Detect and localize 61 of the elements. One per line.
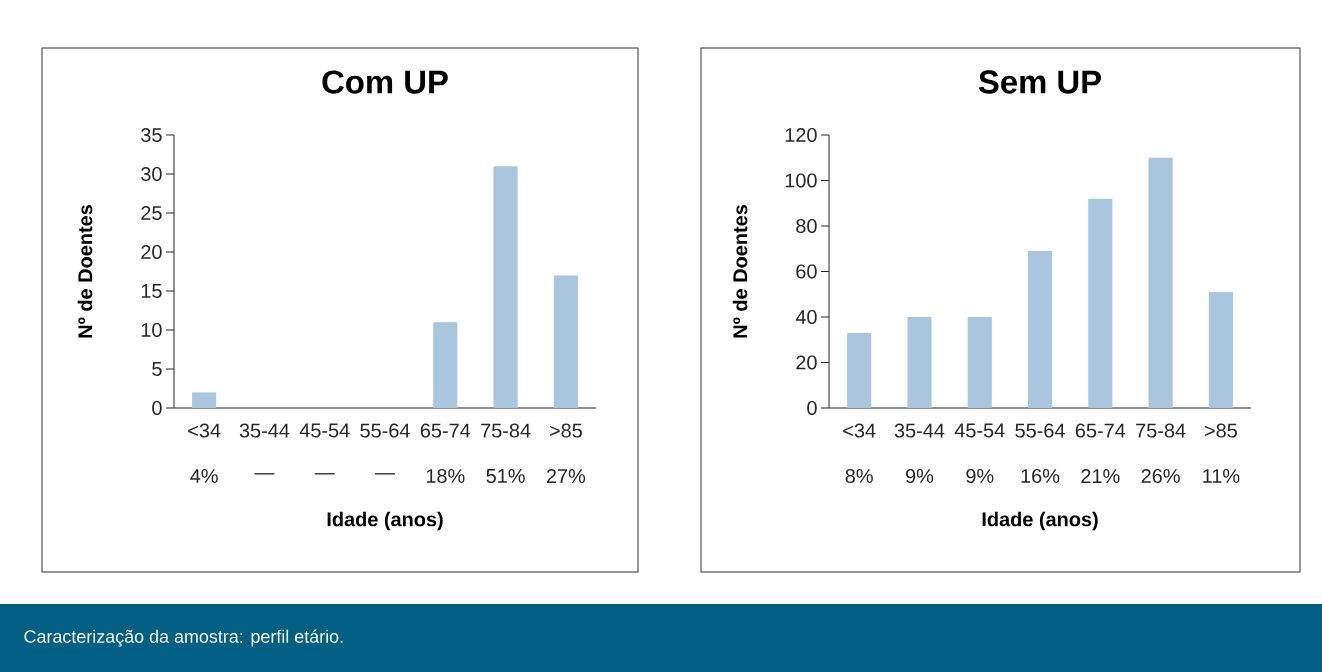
x-tick-label: 45-54	[299, 423, 350, 438]
x-tick-label: 55-64	[1015, 423, 1065, 438]
x-tick-label: >85	[1204, 423, 1237, 438]
x-tick-label: <34	[188, 423, 221, 438]
text: Caracterização da amostra: perfil etário.	[24, 629, 343, 647]
x-tick-label: 65-74	[420, 423, 471, 438]
bar	[967, 316, 992, 408]
y-tick-label: 5	[152, 362, 162, 376]
bar	[433, 322, 458, 408]
text: 51%	[486, 468, 525, 483]
bar	[847, 332, 872, 408]
y-axis-title: Nº de Doentes	[732, 205, 748, 338]
y-tick-label: 20	[796, 355, 817, 370]
bar	[493, 166, 518, 408]
text: —	[314, 473, 335, 475]
x-tick-label: 65-74	[1075, 423, 1126, 438]
y-tick-label: 0	[152, 400, 162, 416]
text: 9%	[966, 468, 994, 484]
x-axis-title: Idade (anos)	[982, 511, 1098, 531]
text: 16%	[1021, 468, 1060, 484]
y-tick-label: 80	[796, 218, 817, 234]
x-tick-label: >85	[549, 423, 582, 438]
text: 18%	[426, 468, 465, 484]
y-axis-title: Nº de Doentes	[77, 205, 93, 338]
y-tick-label: 20	[141, 244, 162, 260]
x-tick-label: <34	[843, 423, 876, 438]
bar	[1208, 291, 1233, 408]
bar	[192, 392, 217, 408]
text: 4%	[190, 469, 218, 483]
y-tick-label: 100	[785, 173, 817, 188]
x-tick-label: 75-84	[481, 423, 531, 438]
x-tick-label: 35-44	[239, 423, 290, 438]
text: 11%	[1203, 469, 1240, 483]
bar	[1148, 157, 1173, 408]
y-tick-label: 25	[141, 205, 162, 221]
y-tick-label: 60	[796, 264, 817, 279]
text: —	[375, 473, 395, 475]
text: 26%	[1141, 468, 1180, 484]
text: 9%	[905, 468, 934, 484]
text: 8%	[845, 468, 873, 484]
bar	[1088, 198, 1113, 408]
text: —	[254, 473, 275, 475]
bar	[553, 275, 578, 408]
x-axis-title: Idade (anos)	[327, 511, 443, 531]
y-tick-label: 30	[141, 166, 162, 182]
x-tick-label: 75-84	[1136, 423, 1186, 438]
x-tick-label: 35-44	[894, 423, 945, 438]
text: 21%	[1081, 468, 1120, 483]
chart-title: Com UP	[322, 70, 448, 94]
y-tick-label: 15	[141, 284, 162, 298]
y-tick-label: 120	[785, 127, 817, 143]
x-tick-label: 55-64	[360, 423, 410, 438]
y-tick-label: 40	[795, 309, 817, 325]
text: 27%	[546, 468, 586, 483]
y-tick-label: 35	[141, 127, 162, 143]
y-tick-label: 0	[807, 400, 817, 416]
y-tick-label: 10	[141, 322, 162, 338]
chart-title: Sem UP	[978, 70, 1101, 94]
bar	[907, 316, 932, 408]
x-tick-label: 45-54	[954, 423, 1005, 438]
bar	[1027, 251, 1053, 408]
